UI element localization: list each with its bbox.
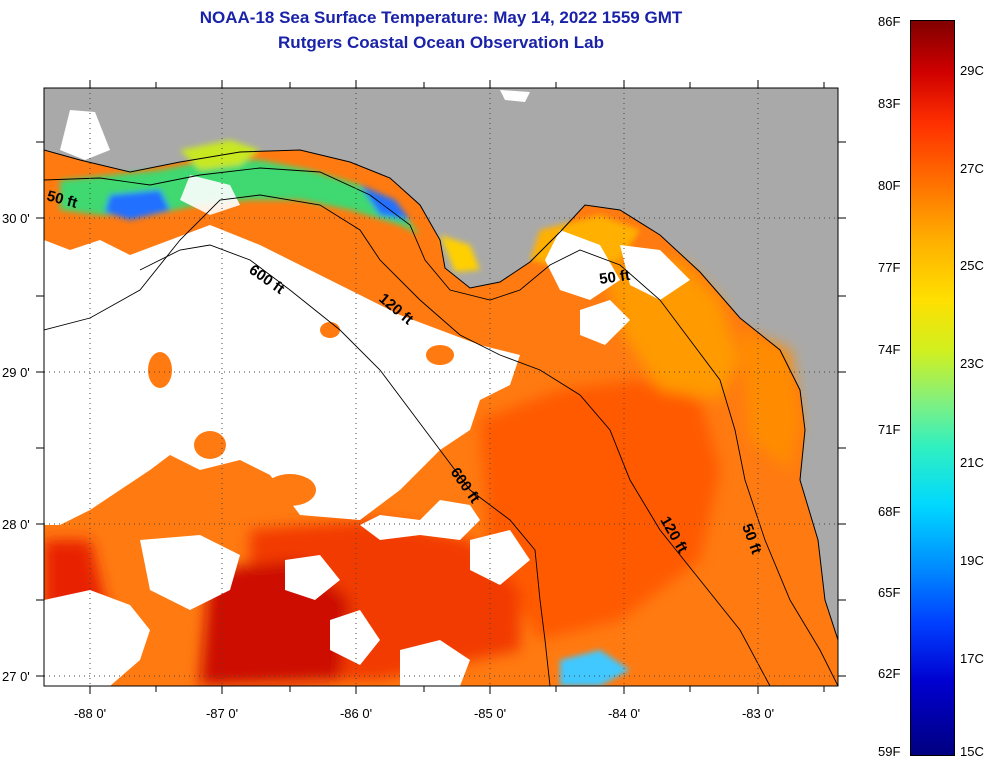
- lat-tick-label: 27 0': [2, 669, 30, 684]
- colorbar-c-label: 21C: [960, 455, 984, 470]
- colorbar-f-label: 86F: [878, 14, 901, 29]
- lon-tick-label: -84 0': [608, 706, 640, 721]
- lon-tick-label: -85 0': [474, 706, 506, 721]
- contour-label: 50 ft: [598, 267, 631, 288]
- colorbar-f-label: 59F: [878, 744, 901, 759]
- colorbar-c-label: 23C: [960, 356, 984, 371]
- lat-tick-label: 30 0': [2, 211, 30, 226]
- colorbar-f-label: 80F: [878, 178, 901, 193]
- coastline: [44, 149, 838, 641]
- sst-cold-patch: [105, 190, 170, 220]
- colorbar-f-label: 62F: [878, 666, 901, 681]
- colorbar-f-label: 74F: [878, 342, 901, 357]
- temperature-colorbar: [910, 20, 955, 756]
- colorbar-f-label: 77F: [878, 260, 901, 275]
- cloud-cover: [44, 90, 690, 686]
- colorbar-f-label: 68F: [878, 504, 901, 519]
- colorbar-c-label: 29C: [960, 63, 984, 78]
- tick-marks: [36, 80, 846, 694]
- colorbar-f-label: 65F: [878, 585, 901, 600]
- contour-600ft: [139, 244, 551, 686]
- contour-50ft: [44, 167, 838, 686]
- map-area: 50 ft 600 ft 120 ft 50 ft 600 ft 120 ft …: [44, 88, 838, 686]
- colorbar-c-label: 25C: [960, 258, 984, 273]
- sst-warm-zone: [480, 380, 720, 640]
- contour-120ft: [44, 194, 771, 686]
- sst-mild-zone: [600, 260, 740, 400]
- map-frame: [43, 87, 839, 687]
- colorbar-c-label: 15C: [960, 744, 984, 759]
- lon-tick-label: -87 0': [206, 706, 238, 721]
- sst-coastal-zone: [740, 330, 800, 470]
- colorbar-c-label: 19C: [960, 553, 984, 568]
- colorbar-c-label: 27C: [960, 161, 984, 176]
- lat-tick-label: 28 0': [2, 517, 30, 532]
- lat-tick-label: 29 0': [2, 365, 30, 380]
- colorbar-f-label: 83F: [878, 96, 901, 111]
- lon-tick-label: -86 0': [340, 706, 372, 721]
- chart-subtitle: Rutgers Coastal Ocean Observation Lab: [278, 33, 604, 52]
- depth-contours: [44, 167, 838, 686]
- colorbar-f-label: 71F: [878, 422, 901, 437]
- lon-tick-label: -83 0': [742, 706, 774, 721]
- chart-title: NOAA-18 Sea Surface Temperature: May 14,…: [199, 8, 683, 27]
- lon-tick-label: -88 0': [74, 706, 106, 721]
- colorbar-c-label: 17C: [960, 651, 984, 666]
